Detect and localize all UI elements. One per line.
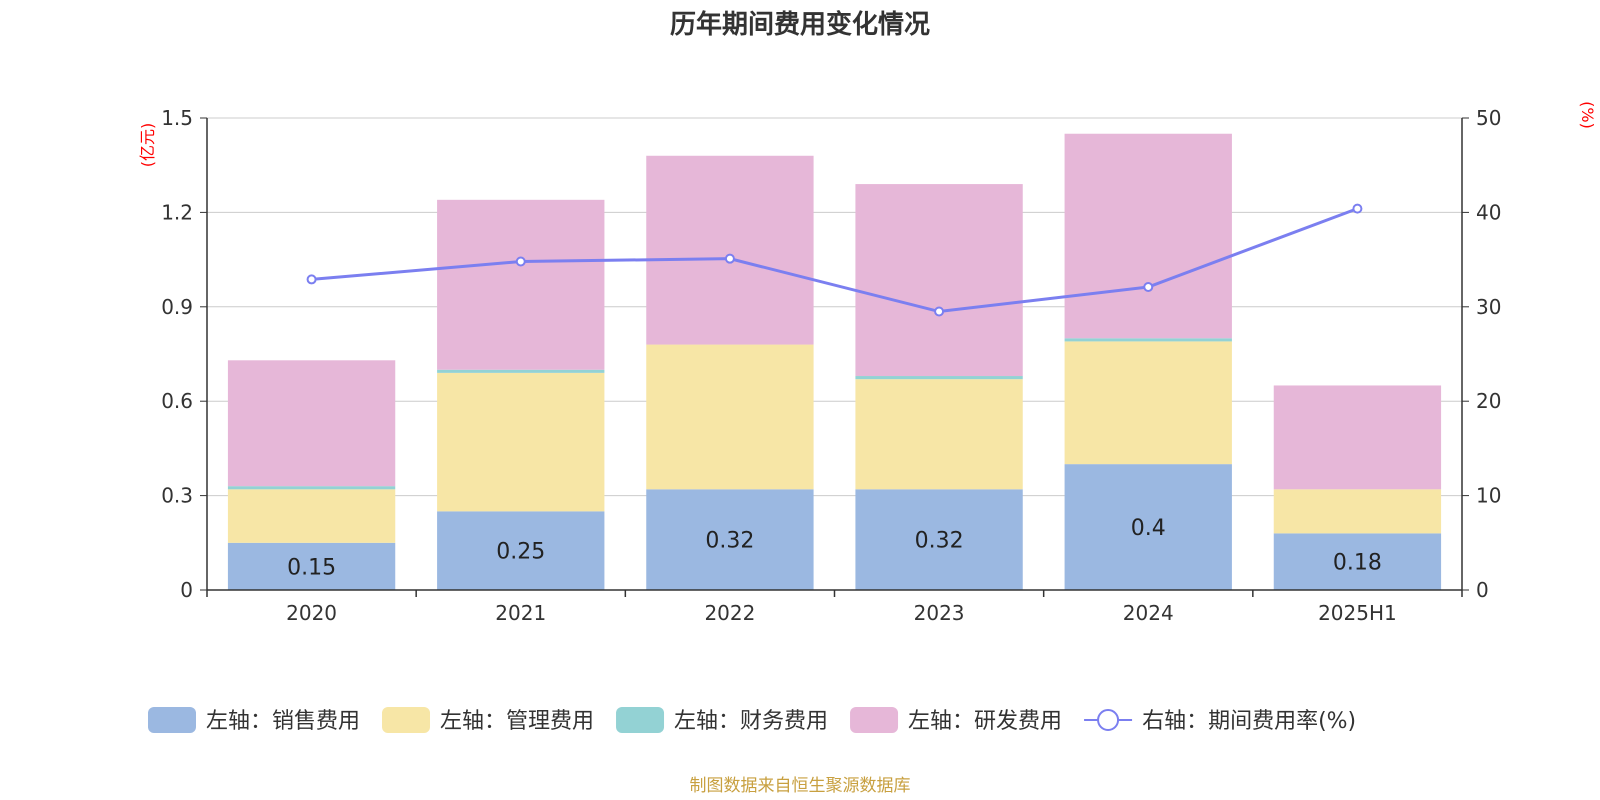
legend-item[interactable]: 左轴：研发费用 (850, 707, 1062, 734)
legend-swatch (850, 707, 899, 733)
bar-segment (646, 155, 814, 345)
legend-label: 左轴：财务费用 (674, 709, 828, 734)
bars (227, 133, 1442, 590)
bar-segment (227, 542, 396, 590)
bar-segment (227, 489, 396, 543)
bar-segment (1064, 338, 1232, 342)
bar-segment (1273, 533, 1442, 590)
bar-segment (855, 379, 1023, 490)
rate-point (724, 253, 735, 264)
bar-segment (646, 489, 814, 590)
legend-label: 左轴：研发费用 (908, 709, 1062, 734)
rate-point (515, 256, 526, 267)
x-tick-label: 2023 (914, 601, 965, 625)
source-note: 制图数据来自恒生聚源数据库 (689, 776, 911, 796)
bar-segment (855, 489, 1023, 590)
legend[interactable]: 左轴：销售费用 左轴：管理费用 左轴：财务费用 左轴：研发费用 右轴：期间费用率(%) (148, 707, 1356, 734)
legend-swatch (148, 707, 196, 733)
rate-point (1143, 281, 1154, 292)
bar-segment (437, 369, 605, 373)
legend-marker (1097, 709, 1120, 731)
bar-value-label: 0.18 (1333, 551, 1382, 576)
legend-label: 左轴：管理费用 (440, 709, 594, 734)
x-tick-label: 2022 (704, 601, 755, 625)
left-tick-label: 0.9 (161, 295, 193, 319)
bar-value-labels: 0.15 0.25 0.32 0.32 0.4 0.18 (287, 516, 1382, 580)
bar-value-label: 0.15 (287, 555, 336, 580)
legend-item[interactable]: 左轴：财务费用 (616, 707, 828, 734)
right-tick-label: 50 (1476, 106, 1501, 130)
legend-label: 左轴：销售费用 (206, 709, 360, 734)
axes: (亿元) (%) 0 0.3 0.6 0.9 1.2 1.5 0 10 20 30 40 50 2020… (138, 101, 1597, 625)
x-tick-label: 2024 (1123, 601, 1174, 625)
rate-point (934, 306, 945, 317)
left-tick-label: 0.3 (161, 484, 193, 508)
right-axis-unit: (%) (1578, 101, 1597, 129)
legend-item[interactable]: 左轴：销售费用 (148, 707, 360, 734)
bar-segment (1273, 385, 1442, 490)
left-tick-label: 0.6 (161, 389, 193, 413)
legend-swatch (382, 707, 431, 733)
bar-segment (227, 486, 396, 490)
left-axis-unit: (亿元) (138, 123, 157, 168)
bar-segment (855, 376, 1023, 380)
bar-segment (1064, 341, 1232, 465)
x-tick-label: 2020 (286, 601, 337, 625)
grid-lines (207, 117, 1462, 497)
bar-segment (227, 360, 396, 487)
left-tick-label: 1.5 (161, 106, 193, 130)
bar-segment (1273, 489, 1442, 534)
bar-segment (1064, 133, 1232, 339)
legend-label: 右轴：期间费用率(%) (1142, 709, 1356, 734)
rate-point (306, 274, 317, 285)
bar-value-label: 0.32 (915, 529, 964, 554)
bar-value-label: 0.25 (496, 540, 545, 565)
right-tick-label: 30 (1476, 295, 1501, 319)
chart-title: 历年期间费用变化情况 (669, 10, 930, 40)
bar-segment (855, 184, 1023, 377)
left-tick-label: 0 (180, 578, 193, 602)
rate-line-path (311, 207, 1358, 314)
bar-segment (437, 511, 605, 590)
bar-value-label: 0.32 (705, 529, 754, 554)
bar-value-label: 0.4 (1131, 516, 1166, 541)
bar-segment (646, 344, 814, 490)
legend-item[interactable]: 右轴：期间费用率(%) (1084, 709, 1356, 734)
legend-swatch (616, 707, 665, 733)
right-tick-label: 20 (1476, 389, 1501, 413)
x-tick-label: 2021 (495, 601, 546, 625)
rate-line (306, 203, 1363, 317)
rate-point (1352, 203, 1363, 214)
right-tick-label: 40 (1476, 200, 1501, 224)
bar-segment (1064, 464, 1232, 590)
x-tick-label: 2025H1 (1318, 601, 1397, 625)
bar-segment (437, 372, 605, 512)
legend-item[interactable]: 左轴：管理费用 (382, 707, 594, 734)
bar-segment (437, 199, 605, 370)
right-tick-label: 0 (1476, 578, 1489, 602)
right-tick-label: 10 (1476, 484, 1501, 508)
left-tick-label: 1.2 (161, 200, 193, 224)
